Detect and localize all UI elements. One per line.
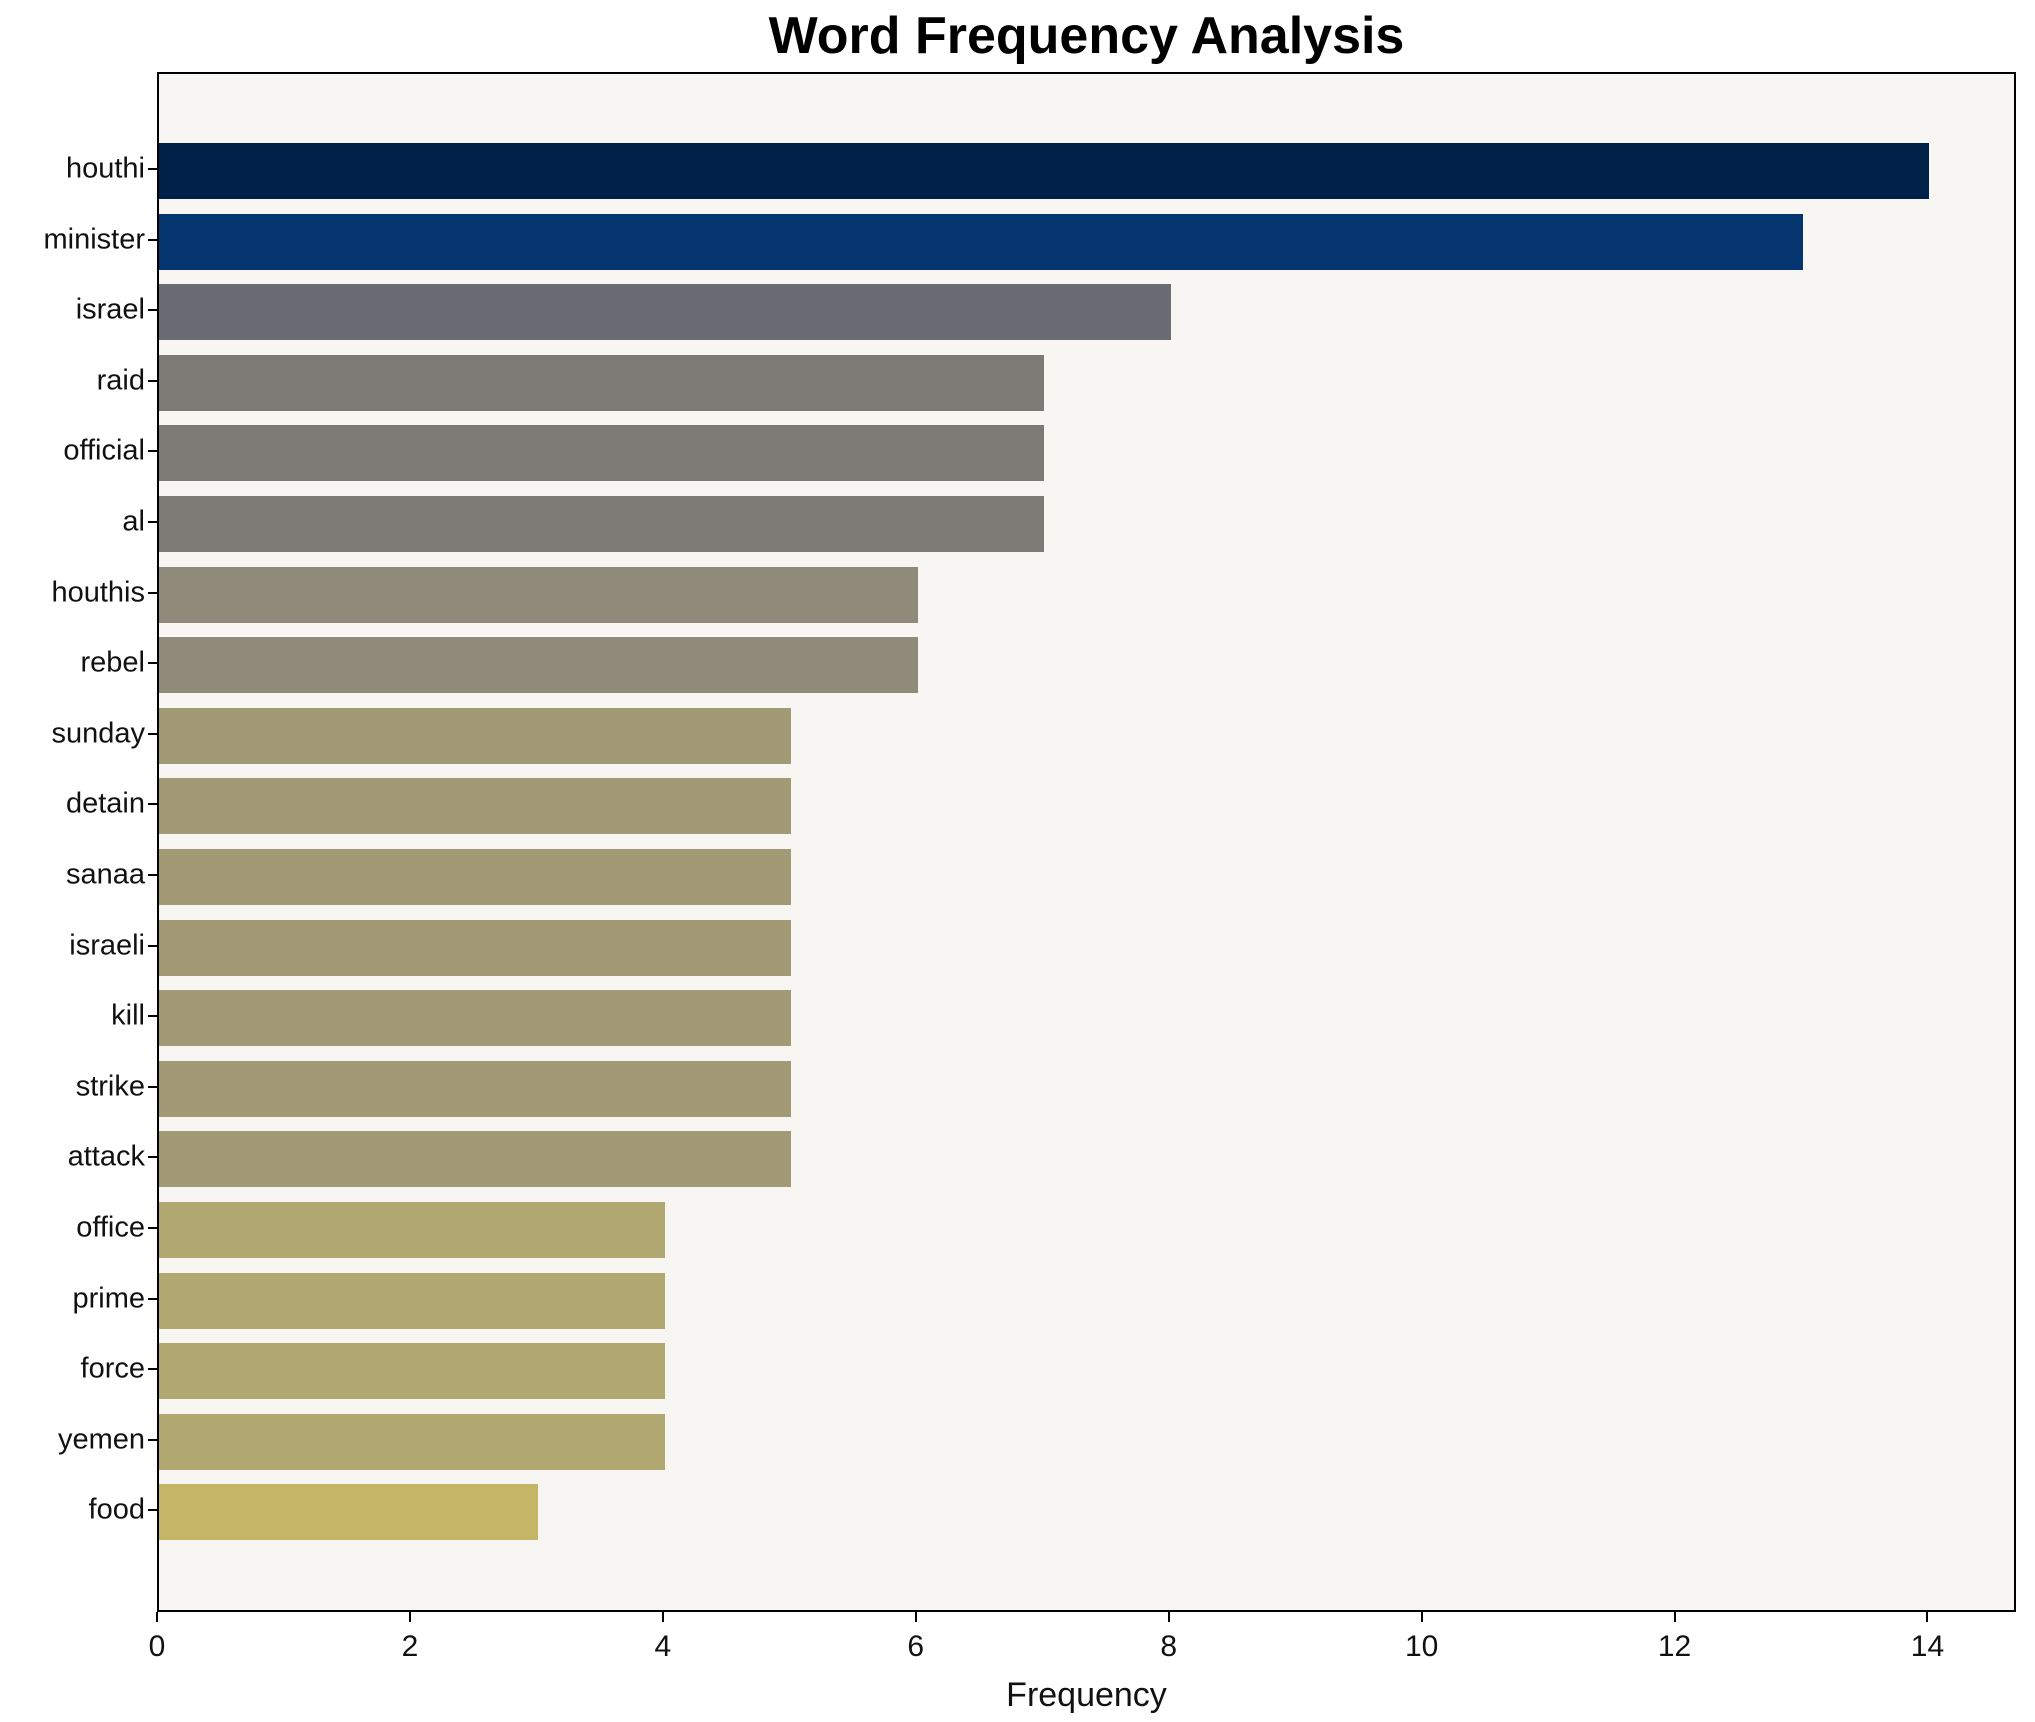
y-tick-mark [148, 1085, 157, 1088]
y-tick-label-rebel: rebel [80, 646, 146, 679]
y-tick-mark [148, 521, 157, 523]
x-tick-mark [408, 1612, 411, 1622]
bar-israeli [159, 919, 792, 976]
bar-rebel [159, 637, 918, 694]
y-tick-label-raid: raid [96, 364, 145, 397]
x-tick-label-2: 2 [401, 1630, 419, 1663]
x-tick-label-12: 12 [1657, 1630, 1692, 1663]
x-tick-label-10: 10 [1404, 1630, 1439, 1663]
y-tick-label-attack: attack [67, 1140, 145, 1173]
bar-kill [159, 990, 792, 1047]
y-tick-mark [148, 803, 157, 806]
x-tick-mark [914, 1612, 917, 1622]
y-tick-mark [148, 1015, 157, 1018]
y-tick-mark [148, 1297, 157, 1300]
x-tick-label-6: 6 [907, 1630, 925, 1663]
x-tick-mark [1673, 1612, 1676, 1622]
x-tick-mark [156, 1612, 158, 1622]
bar-yemen [159, 1413, 665, 1470]
bar-force [159, 1343, 665, 1400]
y-tick-mark [148, 591, 157, 594]
bar-minister [159, 213, 1803, 270]
x-tick-label-4: 4 [654, 1630, 672, 1663]
y-tick-label-force: force [80, 1352, 145, 1385]
y-tick-mark [148, 662, 157, 665]
y-tick-label-al: al [122, 505, 145, 538]
y-tick-label-minister: minister [43, 223, 145, 256]
x-tick-mark [661, 1612, 664, 1622]
y-tick-label-kill: kill [111, 999, 145, 1032]
x-tick-mark [1167, 1612, 1170, 1622]
bar-office [159, 1202, 665, 1258]
x-axis-title: Frequency [1006, 1676, 1167, 1714]
bar-attack [159, 1131, 792, 1188]
y-tick-mark [148, 309, 157, 312]
y-tick-label-yemen: yemen [57, 1423, 145, 1456]
y-tick-mark [148, 944, 157, 947]
x-tick-label-0: 0 [148, 1630, 166, 1663]
y-tick-mark [148, 168, 157, 170]
y-tick-label-detain: detain [65, 787, 145, 820]
chart-title: Word Frequency Analysis [768, 7, 1405, 65]
x-tick-mark [1420, 1612, 1423, 1622]
x-tick-label-14: 14 [1910, 1630, 1945, 1663]
plot-area [157, 72, 2016, 1612]
y-tick-label-israel: israel [75, 293, 145, 326]
y-tick-mark [148, 1438, 157, 1441]
y-tick-label-israeli: israeli [69, 929, 145, 962]
bar-raid [159, 354, 1045, 411]
y-tick-mark [148, 238, 157, 241]
x-tick-label-8: 8 [1160, 1630, 1178, 1663]
bar-sunday [159, 707, 792, 764]
y-tick-mark [148, 1509, 157, 1512]
y-tick-mark [148, 1156, 157, 1159]
y-tick-label-strike: strike [75, 1070, 145, 1103]
x-tick-mark [1926, 1612, 1929, 1622]
y-tick-label-official: official [63, 434, 145, 467]
y-tick-label-houthis: houthis [51, 576, 145, 609]
y-tick-label-office: office [76, 1211, 145, 1244]
bar-houthis [159, 566, 918, 623]
y-tick-mark [148, 379, 157, 382]
bar-food [159, 1484, 539, 1541]
bar-houthi [159, 143, 1930, 199]
bar-official [159, 425, 1045, 482]
y-tick-label-sunday: sunday [51, 717, 145, 750]
y-tick-label-food: food [88, 1493, 145, 1526]
y-tick-label-sanaa: sanaa [65, 858, 145, 891]
y-tick-label-houthi: houthi [65, 152, 145, 185]
bar-al [159, 496, 1045, 552]
y-tick-mark [148, 874, 157, 876]
bar-detain [159, 778, 792, 835]
y-tick-mark [148, 732, 157, 735]
bar-strike [159, 1060, 792, 1117]
bar-sanaa [159, 849, 792, 905]
bar-prime [159, 1272, 665, 1329]
y-tick-mark [148, 450, 157, 453]
y-tick-mark [148, 1368, 157, 1371]
y-tick-mark [148, 1227, 157, 1229]
bar-israel [159, 284, 1171, 341]
y-tick-label-prime: prime [72, 1282, 145, 1315]
